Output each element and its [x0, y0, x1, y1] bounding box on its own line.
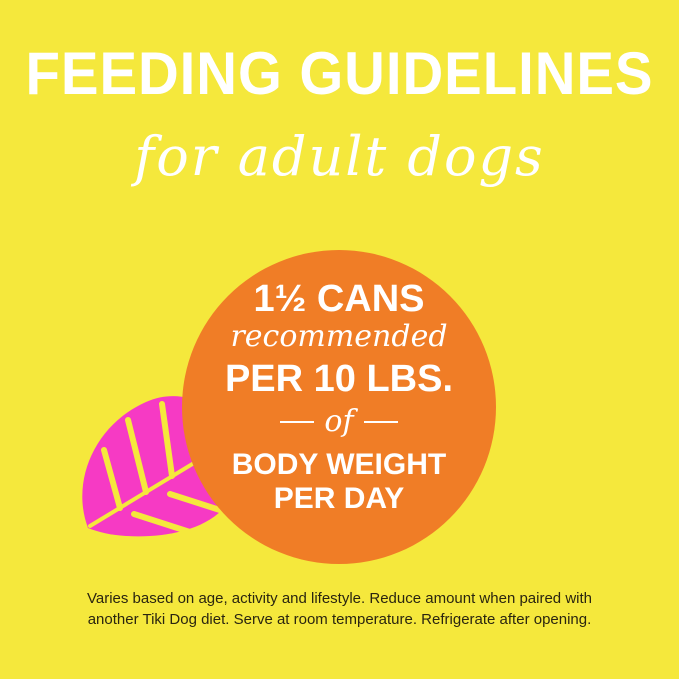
measure-line-2: PER DAY — [273, 482, 405, 515]
feeding-note: Varies based on age, activity and lifest… — [60, 588, 619, 630]
recommended-label: recommended — [230, 319, 448, 354]
divider-left — [280, 421, 315, 423]
page-title: FEEDING GUIDELINES — [25, 40, 654, 107]
connector-label: of — [324, 404, 354, 439]
connector-row: of — [272, 404, 406, 440]
feeding-note-line-1: Varies based on age, activity and lifest… — [86, 590, 592, 607]
feeding-note-line-2: another Tiki Dog diet. Serve at room tem… — [87, 611, 592, 628]
serving-amount: 1½ CANS — [253, 278, 425, 320]
measure-line-1: BODY WEIGHT — [231, 448, 447, 481]
divider-right — [363, 421, 398, 423]
serving-badge — [182, 250, 496, 564]
page-subtitle: for adult dogs — [134, 125, 545, 188]
serving-rate: PER 10 LBS. — [224, 358, 454, 400]
